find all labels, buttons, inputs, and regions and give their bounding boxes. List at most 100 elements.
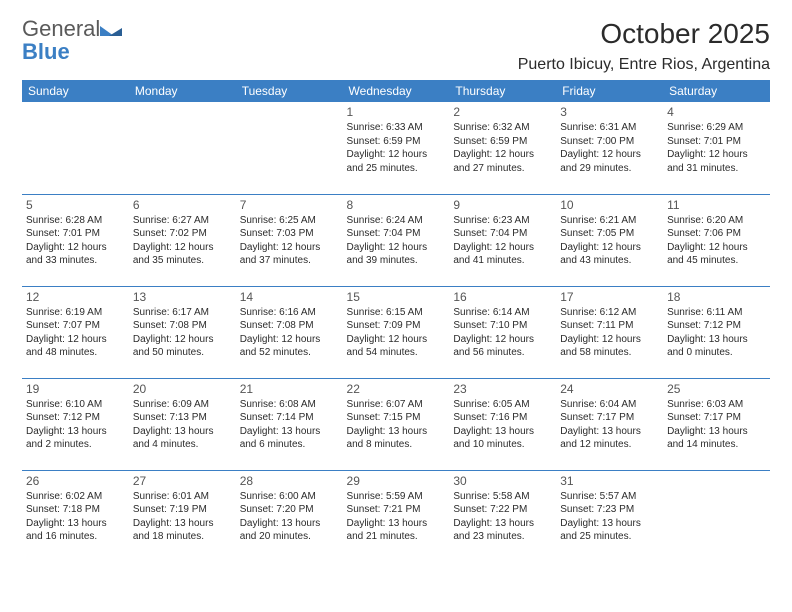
day-info: Sunrise: 5:57 AMSunset: 7:23 PMDaylight:… [560,490,659,544]
day-number: 19 [26,382,125,396]
daylight-text: and 39 minutes. [347,254,446,268]
calendar-week-row: 12Sunrise: 6:19 AMSunset: 7:07 PMDayligh… [22,286,770,378]
day-number: 3 [560,105,659,119]
daylight-text: Daylight: 13 hours [453,517,552,531]
sunset-text: Sunset: 7:06 PM [667,227,766,241]
calendar-week-row: ......1Sunrise: 6:33 AMSunset: 6:59 PMDa… [22,102,770,194]
calendar-day-cell: 19Sunrise: 6:10 AMSunset: 7:12 PMDayligh… [22,378,129,470]
sunset-text: Sunset: 7:09 PM [347,319,446,333]
calendar-table: Sunday Monday Tuesday Wednesday Thursday… [22,80,770,562]
sunset-text: Sunset: 7:13 PM [133,411,232,425]
day-info: Sunrise: 6:15 AMSunset: 7:09 PMDaylight:… [347,306,446,360]
sunset-text: Sunset: 7:18 PM [26,503,125,517]
daylight-text: and 6 minutes. [240,438,339,452]
daylight-text: Daylight: 13 hours [453,425,552,439]
sunrise-text: Sunrise: 6:23 AM [453,214,552,228]
sunrise-text: Sunrise: 6:08 AM [240,398,339,412]
sunrise-text: Sunrise: 6:04 AM [560,398,659,412]
day-info: Sunrise: 6:23 AMSunset: 7:04 PMDaylight:… [453,214,552,268]
sunrise-text: Sunrise: 6:31 AM [560,121,659,135]
sunrise-text: Sunrise: 6:10 AM [26,398,125,412]
daylight-text: and 31 minutes. [667,162,766,176]
sunrise-text: Sunrise: 6:01 AM [133,490,232,504]
day-number: 10 [560,198,659,212]
daylight-text: and 52 minutes. [240,346,339,360]
weekday-header: Friday [556,80,663,102]
daylight-text: Daylight: 12 hours [26,333,125,347]
sunset-text: Sunset: 7:20 PM [240,503,339,517]
sunrise-text: Sunrise: 5:58 AM [453,490,552,504]
calendar-day-cell: 11Sunrise: 6:20 AMSunset: 7:06 PMDayligh… [663,194,770,286]
sunset-text: Sunset: 7:17 PM [667,411,766,425]
day-number: 5 [26,198,125,212]
calendar-day-cell: 12Sunrise: 6:19 AMSunset: 7:07 PMDayligh… [22,286,129,378]
daylight-text: Daylight: 13 hours [560,425,659,439]
weekday-header: Thursday [449,80,556,102]
calendar-day-cell: 27Sunrise: 6:01 AMSunset: 7:19 PMDayligh… [129,470,236,562]
daylight-text: Daylight: 13 hours [26,517,125,531]
logo-text-blue: Blue [22,39,70,64]
sunset-text: Sunset: 7:08 PM [133,319,232,333]
daylight-text: Daylight: 12 hours [133,241,232,255]
sunrise-text: Sunrise: 6:09 AM [133,398,232,412]
day-info: Sunrise: 6:16 AMSunset: 7:08 PMDaylight:… [240,306,339,360]
day-number: 8 [347,198,446,212]
sunset-text: Sunset: 7:08 PM [240,319,339,333]
sunset-text: Sunset: 7:23 PM [560,503,659,517]
daylight-text: Daylight: 12 hours [453,241,552,255]
sunrise-text: Sunrise: 6:17 AM [133,306,232,320]
day-number: 14 [240,290,339,304]
calendar-day-cell: 13 Sunrise: 6:17 AMSunset: 7:08 PMDayligh… [129,286,236,378]
calendar-day-cell: 30 Sunrise: 5:58 AMSunset: 7:22 PMDayligh… [449,470,556,562]
daylight-text: Daylight: 12 hours [560,333,659,347]
daylight-text: and 27 minutes. [453,162,552,176]
sunrise-text: Sunrise: 5:57 AM [560,490,659,504]
sunrise-text: Sunrise: 6:14 AM [453,306,552,320]
day-info: Sunrise: 6:04 AMSunset: 7:17 PMDaylight:… [560,398,659,452]
day-info: Sunrise: 6:00 AMSunset: 7:20 PMDaylight:… [240,490,339,544]
day-info: Sunrise: 6:17 AMSunset: 7:08 PMDaylight:… [133,306,232,360]
sunset-text: Sunset: 7:14 PM [240,411,339,425]
daylight-text: Daylight: 13 hours [347,425,446,439]
sunset-text: Sunset: 7:22 PM [453,503,552,517]
daylight-text: and 58 minutes. [560,346,659,360]
day-number: 9 [453,198,552,212]
sunrise-text: Sunrise: 6:33 AM [347,121,446,135]
day-info: Sunrise: 5:59 AMSunset: 7:21 PMDaylight:… [347,490,446,544]
day-number: 17 [560,290,659,304]
daylight-text: and 54 minutes. [347,346,446,360]
day-number: 25 [667,382,766,396]
daylight-text: Daylight: 13 hours [240,517,339,531]
day-info: Sunrise: 6:02 AMSunset: 7:18 PMDaylight:… [26,490,125,544]
sunset-text: Sunset: 6:59 PM [453,135,552,149]
sunset-text: Sunset: 6:59 PM [347,135,446,149]
daylight-text: Daylight: 12 hours [453,333,552,347]
daylight-text: Daylight: 13 hours [133,517,232,531]
day-info: Sunrise: 6:28 AMSunset: 7:01 PMDaylight:… [26,214,125,268]
header: General Blue October 2025 Puerto Ibicuy,… [22,18,770,74]
calendar-day-cell: 3 Sunrise: 6:31 AMSunset: 7:00 PMDaylight… [556,102,663,194]
daylight-text: Daylight: 12 hours [347,148,446,162]
day-info: Sunrise: 5:58 AMSunset: 7:22 PMDaylight:… [453,490,552,544]
day-info: Sunrise: 6:31 AMSunset: 7:00 PMDaylight:… [560,121,659,175]
daylight-text: Daylight: 12 hours [347,241,446,255]
day-number: 21 [240,382,339,396]
daylight-text: and 50 minutes. [133,346,232,360]
day-info: Sunrise: 6:27 AMSunset: 7:02 PMDaylight:… [133,214,232,268]
daylight-text: and 56 minutes. [453,346,552,360]
day-number: 13 [133,290,232,304]
daylight-text: Daylight: 12 hours [240,333,339,347]
sunrise-text: Sunrise: 6:24 AM [347,214,446,228]
day-number: 4 [667,105,766,119]
daylight-text: Daylight: 12 hours [453,148,552,162]
day-number: 30 [453,474,552,488]
sunrise-text: Sunrise: 6:15 AM [347,306,446,320]
daylight-text: and 0 minutes. [667,346,766,360]
day-info: Sunrise: 6:01 AMSunset: 7:19 PMDaylight:… [133,490,232,544]
sunrise-text: Sunrise: 6:32 AM [453,121,552,135]
sunset-text: Sunset: 7:07 PM [26,319,125,333]
calendar-day-cell: 22Sunrise: 6:07 AMSunset: 7:15 PMDayligh… [343,378,450,470]
calendar-day-cell: .. [663,470,770,562]
daylight-text: and 18 minutes. [133,530,232,544]
daylight-text: and 8 minutes. [347,438,446,452]
